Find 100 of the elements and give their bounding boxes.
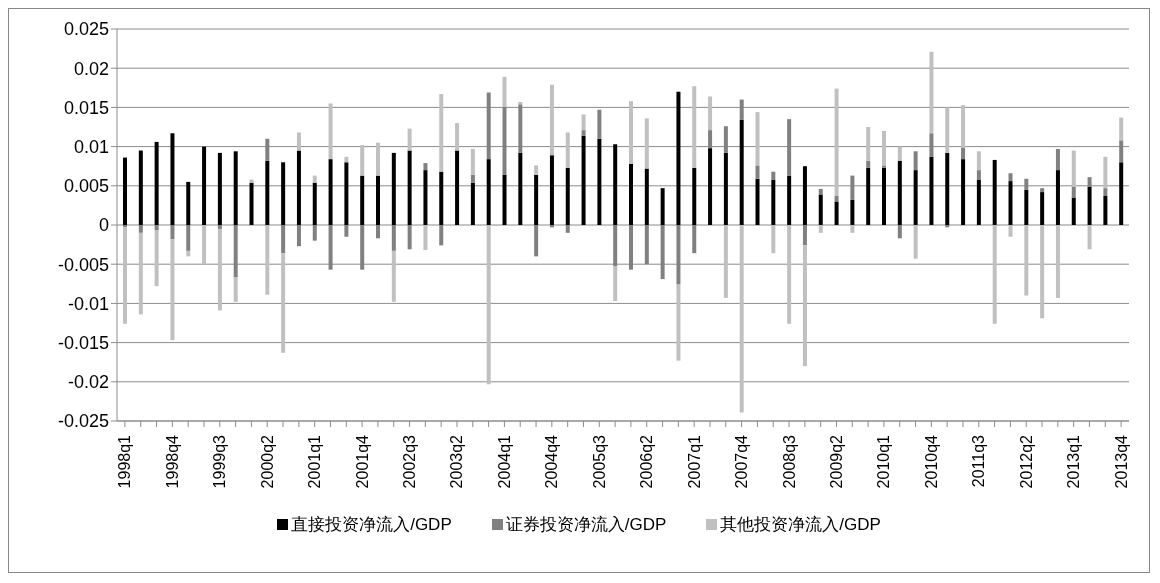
x-tick-label: 1999q3 bbox=[211, 434, 229, 489]
bar bbox=[945, 107, 950, 153]
x-tick-label: 2002q3 bbox=[401, 434, 419, 489]
bar bbox=[739, 119, 744, 225]
bar bbox=[565, 167, 570, 225]
bar bbox=[581, 135, 586, 225]
bar bbox=[170, 133, 175, 225]
bar bbox=[1103, 156, 1108, 189]
x-tick-label: 2007q1 bbox=[685, 434, 703, 489]
bar bbox=[897, 160, 902, 225]
y-tick-label: -0.02 bbox=[67, 372, 109, 393]
bar bbox=[154, 230, 159, 287]
x-tick-label: 2010q4 bbox=[922, 434, 940, 489]
bar bbox=[929, 51, 934, 134]
x-tick-label: 1998q1 bbox=[116, 434, 134, 489]
x-tick-label: 2007q4 bbox=[733, 434, 751, 489]
bar bbox=[850, 199, 855, 225]
x-tick-label: 2010q1 bbox=[875, 434, 893, 489]
bar bbox=[470, 182, 475, 225]
bar bbox=[455, 150, 460, 225]
bar bbox=[676, 284, 681, 361]
bar bbox=[771, 179, 776, 225]
bar bbox=[296, 132, 301, 151]
bar bbox=[708, 96, 713, 131]
bar bbox=[660, 188, 665, 225]
y-tick-label: 0.01 bbox=[73, 136, 109, 157]
bar bbox=[391, 152, 396, 225]
bar bbox=[549, 155, 554, 225]
bar bbox=[518, 152, 523, 225]
x-tick-label: 2013q1 bbox=[1065, 434, 1083, 489]
bar bbox=[945, 152, 950, 225]
x-tick-label: 2009q2 bbox=[827, 434, 845, 489]
bar bbox=[376, 142, 381, 176]
bar bbox=[961, 105, 966, 148]
bar bbox=[629, 163, 634, 225]
bar bbox=[802, 166, 807, 225]
bar bbox=[897, 146, 902, 161]
bar bbox=[1071, 197, 1076, 225]
bar bbox=[818, 225, 823, 233]
bar bbox=[296, 150, 301, 225]
bar bbox=[913, 225, 918, 259]
bar bbox=[1055, 148, 1060, 171]
bar bbox=[565, 132, 570, 168]
bar bbox=[976, 179, 981, 225]
bar bbox=[976, 151, 981, 171]
bar bbox=[1055, 170, 1060, 225]
bar bbox=[233, 277, 238, 302]
bar bbox=[265, 160, 270, 225]
bar bbox=[834, 201, 839, 225]
bar bbox=[233, 151, 238, 225]
bar bbox=[1071, 186, 1076, 198]
y-tick-label: 0 bbox=[98, 215, 109, 236]
bar bbox=[739, 225, 744, 413]
x-tick-label: 2000q2 bbox=[258, 434, 276, 489]
bar bbox=[202, 225, 207, 265]
bar bbox=[787, 175, 792, 225]
bar bbox=[502, 76, 507, 107]
bar bbox=[407, 128, 412, 151]
bar bbox=[1024, 189, 1029, 225]
y-tick-label: 0.02 bbox=[73, 58, 109, 79]
bar bbox=[186, 181, 191, 225]
bar bbox=[961, 147, 966, 160]
bar bbox=[866, 167, 871, 225]
bar bbox=[186, 250, 191, 257]
x-tick-label: 2004q4 bbox=[543, 434, 561, 489]
x-tick-label: 2003q2 bbox=[448, 434, 466, 489]
bar bbox=[249, 179, 254, 183]
bar bbox=[534, 174, 539, 225]
y-tick-label: 0.005 bbox=[63, 176, 109, 197]
x-tick-label: 2012q2 bbox=[1017, 434, 1035, 489]
x-tick-label: 2008q3 bbox=[780, 434, 798, 489]
bar bbox=[818, 194, 823, 225]
bar bbox=[138, 232, 143, 315]
bar bbox=[123, 227, 128, 324]
legend-label: 其他投资净流入/GDP bbox=[720, 514, 881, 536]
bar bbox=[644, 118, 649, 169]
bar bbox=[1024, 225, 1029, 296]
bar bbox=[961, 159, 966, 225]
bar bbox=[597, 109, 602, 139]
bar bbox=[1071, 150, 1076, 187]
bar bbox=[708, 148, 713, 225]
bar bbox=[217, 228, 222, 311]
x-tick-label: 2001q1 bbox=[306, 434, 324, 489]
bar bbox=[312, 182, 317, 225]
bar bbox=[249, 182, 254, 225]
bar bbox=[328, 103, 333, 160]
y-tick-label: 0.015 bbox=[63, 97, 109, 118]
bar bbox=[882, 165, 887, 168]
bar bbox=[123, 157, 128, 225]
bar bbox=[344, 162, 349, 225]
bar bbox=[882, 167, 887, 225]
bar bbox=[344, 156, 349, 163]
bar bbox=[439, 171, 444, 225]
bar bbox=[866, 160, 871, 168]
bar bbox=[138, 150, 143, 225]
bar bbox=[913, 151, 918, 171]
bar bbox=[217, 152, 222, 225]
bar bbox=[312, 175, 317, 183]
bar bbox=[866, 127, 871, 161]
bar bbox=[170, 239, 175, 341]
